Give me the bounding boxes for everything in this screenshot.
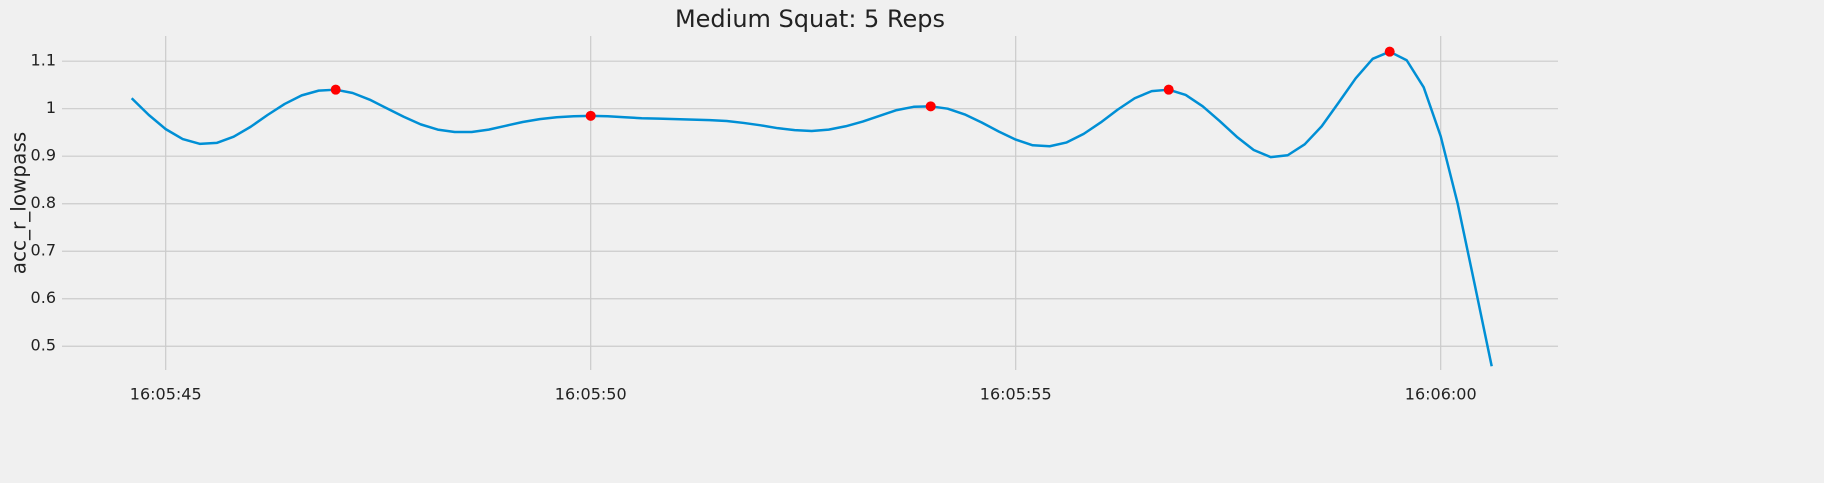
chart-title: Medium Squat: 5 Reps: [675, 5, 945, 33]
peak-marker: [925, 101, 936, 112]
y-tick-label: 0.6: [31, 288, 56, 307]
peak-marker: [1384, 46, 1395, 57]
y-tick-label: 0.9: [31, 146, 56, 165]
x-tick-label: 16:05:50: [555, 385, 627, 404]
peak-marker: [330, 84, 341, 95]
y-tick-label: 0.8: [31, 193, 56, 212]
y-tick-label: 1: [46, 98, 56, 117]
x-tick-label: 16:05:55: [980, 385, 1052, 404]
x-tick-label: 16:05:45: [130, 385, 202, 404]
data-line: [130, 50, 1493, 367]
y-tick-label: 0.5: [31, 336, 56, 355]
x-tick-label: 16:06:00: [1405, 385, 1477, 404]
y-axis-label: acc_r_lowpass: [7, 132, 31, 274]
peak-marker: [585, 110, 596, 121]
peak-marker: [1163, 84, 1174, 95]
y-tick-label: 0.7: [31, 241, 56, 260]
y-tick-label: 1.1: [31, 51, 56, 70]
